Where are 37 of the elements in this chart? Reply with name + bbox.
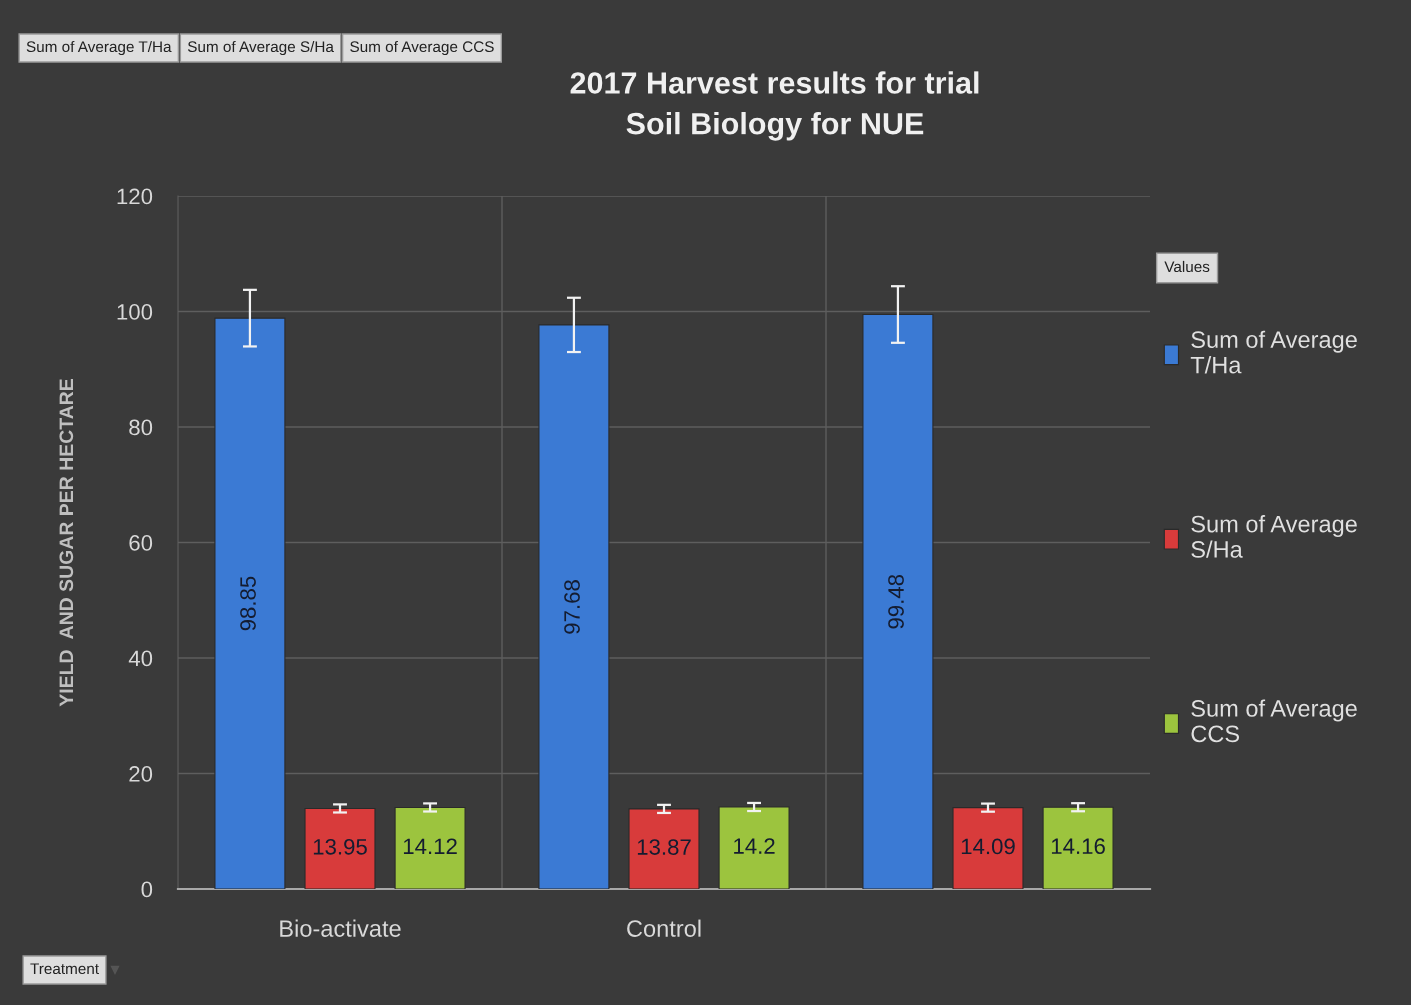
data-label: 97.68 <box>564 580 580 634</box>
bar <box>538 324 610 889</box>
text: Sum of Average T/Ha <box>26 40 172 56</box>
bar <box>628 808 700 889</box>
data-label: 14.12 <box>403 838 457 854</box>
y-axis-title: YIELD AND SUGAR PER HECTARE <box>59 379 74 707</box>
y-tick-label: 0 <box>141 881 153 898</box>
x-tick-label: Bio-activate <box>280 919 401 937</box>
y-tick-label: 120 <box>117 188 153 205</box>
y-tick-label: 100 <box>117 304 153 320</box>
data-label: 98.85 <box>240 576 256 631</box>
data-label: 14.09 <box>961 838 1015 855</box>
data-label: 13.95 <box>313 838 367 855</box>
y-tick-label: 60 <box>129 535 153 551</box>
bar <box>718 806 790 889</box>
data-label: 99.48 <box>888 574 904 629</box>
legend-title: Values <box>1164 260 1210 273</box>
bar <box>394 806 466 889</box>
y-tick-label: 80 <box>129 419 153 436</box>
data-label: 14.2 <box>734 838 775 854</box>
text: Sum of Average CCS <box>350 40 494 56</box>
text: Sum of Average S/Ha <box>187 40 334 56</box>
legend-label: Sum of Average S/Ha <box>1191 515 1357 558</box>
data-label: 13.87 <box>637 839 691 855</box>
bar <box>304 807 376 889</box>
bar <box>952 807 1024 889</box>
data-label: 14.16 <box>1051 838 1105 855</box>
bar <box>862 313 934 889</box>
legend-label: Sum of Average CCS <box>1191 699 1357 743</box>
legend-label: Sum of Average T/Ha <box>1190 330 1357 374</box>
bar <box>1042 806 1114 889</box>
bar <box>214 317 286 889</box>
x-tick-label: Control <box>627 919 701 937</box>
y-tick-label: 40 <box>128 650 153 667</box>
y-tick-label: 20 <box>129 766 153 782</box>
chart-title: 2017 Harvest results for trial Soil Biology for NUE <box>570 71 979 141</box>
x-axis-title: Treatment <box>30 963 99 975</box>
